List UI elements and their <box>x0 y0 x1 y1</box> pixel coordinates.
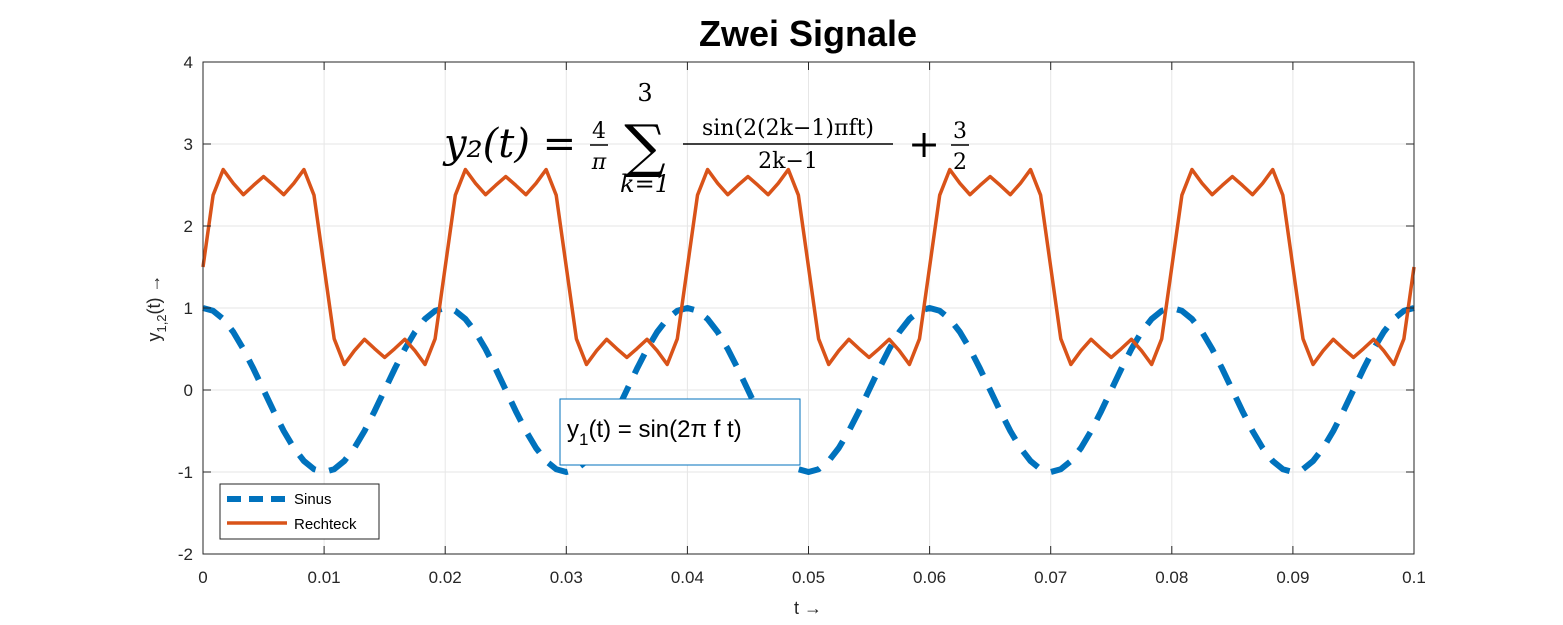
formula-y2: y₂(t) = 4 π 3 ∑ k=1 sin(2(2k−1)πft) 2k−1… <box>442 79 969 198</box>
formula-y2-frac2-den: 2k−1 <box>758 149 818 174</box>
legend-label-sinus: Sinus <box>294 491 332 508</box>
formula-y2-sum-sign: ∑ <box>624 112 665 180</box>
y-axis-label-rest: (t) → <box>144 274 164 314</box>
y-tick-label: 1 <box>184 299 193 318</box>
formula-y2-plus: + <box>908 122 940 166</box>
x-tick-label: 0 <box>198 568 207 587</box>
formula-y2-frac2-num: sin(2(2k−1)πft) <box>702 116 874 141</box>
x-tick-label: 0.02 <box>429 568 462 587</box>
y-axis-label: y1,2(t) → <box>144 274 169 341</box>
y-ticks: -2 -1 0 1 2 3 4 <box>178 53 1414 564</box>
legend-label-rechteck: Rechteck <box>294 516 357 533</box>
y-tick-label: -2 <box>178 545 193 564</box>
legend: Sinus Rechteck <box>219 483 380 540</box>
y-tick-label: 0 <box>184 381 193 400</box>
formula-y2-frac3-num: 3 <box>953 119 967 144</box>
formula-y2-frac3-den: 2 <box>953 150 967 175</box>
series-line-rechteck <box>201 167 1416 367</box>
x-tick-label: 0.04 <box>671 568 704 587</box>
y-axis-label-sub: 1,2 <box>154 314 169 332</box>
x-tick-label: 0.05 <box>792 568 825 587</box>
y-axis-label-base: y <box>144 333 164 342</box>
formula-y2-lhs: y₂(t) = <box>442 121 576 167</box>
formula-y1-base: y <box>567 416 579 443</box>
formula-y1-box <box>559 398 801 466</box>
x-axis-label: t → <box>794 598 822 618</box>
formula-y2-frac1-num: 4 <box>592 119 606 144</box>
formula-y1: y1(t) = sin(2π f t) <box>559 398 801 466</box>
formula-y2-sum-bottom: k=1 <box>620 170 670 198</box>
x-tick-label: 0.01 <box>308 568 341 587</box>
svg-text:y1(t) = sin(2π f t): y1(t) = sin(2π f t) <box>567 416 742 449</box>
x-ticks: 0 0.01 0.02 0.03 0.04 0.05 0.06 0.07 0.08 0.09 0.1 <box>198 62 1426 587</box>
series-line-sinus <box>202 305 1415 475</box>
formula-y2-frac1-den: π <box>591 150 607 175</box>
x-tick-label: 0.07 <box>1034 568 1067 587</box>
y-tick-label: 2 <box>184 217 193 236</box>
y-tick-label: 4 <box>184 53 193 72</box>
y-tick-label: 3 <box>184 135 193 154</box>
svg-text:y1,2(t) →: y1,2(t) → <box>144 274 169 341</box>
x-tick-label: 0.09 <box>1276 568 1309 587</box>
legend-box <box>219 483 380 540</box>
formula-y1-rest: (t) = sin(2π f t) <box>588 416 741 443</box>
x-tick-label: 0.03 <box>550 568 583 587</box>
formula-y1-sub: 1 <box>579 430 588 449</box>
x-tick-label: 0.06 <box>913 568 946 587</box>
chart-title: Zwei Signale <box>699 13 917 54</box>
x-tick-label: 0.1 <box>1402 568 1426 587</box>
y-tick-label: -1 <box>178 463 193 482</box>
x-tick-label: 0.08 <box>1155 568 1188 587</box>
series-layer <box>201 167 1416 475</box>
formula-y2-sum-top: 3 <box>637 79 652 107</box>
